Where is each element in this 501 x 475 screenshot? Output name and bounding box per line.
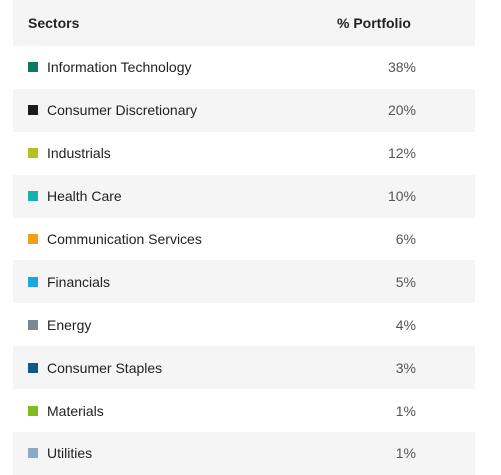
sector-swatch — [28, 191, 38, 202]
sector-row: Materials 1% — [13, 389, 475, 432]
sector-row: Utilities 1% — [13, 432, 475, 475]
sector-swatch — [28, 62, 38, 73]
sector-swatch — [28, 448, 38, 459]
sector-swatch — [28, 105, 38, 116]
sector-name: Health Care — [47, 188, 122, 205]
sector-swatch — [28, 319, 38, 330]
sector-row: Information Technology 38% — [13, 46, 475, 89]
sector-name: Industrials — [47, 145, 111, 162]
sector-table: Sectors % Portfolio Information Technolo… — [13, 0, 475, 475]
sector-row: Health Care 10% — [13, 174, 475, 218]
sector-percent: 5% — [395, 273, 416, 290]
sector-swatch — [28, 362, 38, 373]
sector-percent: 1% — [395, 445, 416, 462]
sector-percent: 1% — [395, 402, 416, 419]
sector-swatch — [28, 276, 38, 287]
sector-percent: 3% — [395, 359, 416, 376]
sector-percent: 10% — [387, 188, 416, 205]
sector-name: Information Technology — [47, 59, 192, 76]
sector-name: Utilities — [47, 445, 93, 462]
sector-row: Energy 4% — [13, 303, 475, 346]
sector-name: Materials — [47, 402, 104, 419]
sector-row: Communication Services 6% — [13, 218, 475, 261]
sector-row: Industrials 12% — [13, 132, 475, 175]
sector-name: Communication Services — [47, 231, 202, 247]
header-sectors: Sectors — [28, 15, 80, 31]
sector-row: Financials 5% — [13, 260, 475, 304]
sector-name: Energy — [47, 316, 92, 333]
sector-row: Consumer Discretionary 20% — [13, 88, 475, 132]
sector-name: Consumer Staples — [47, 359, 163, 376]
sector-name: Financials — [47, 273, 111, 290]
sector-percent: 4% — [395, 316, 416, 333]
sector-percent: 12% — [387, 145, 416, 162]
sector-percent: 38% — [387, 59, 416, 76]
sector-percent: 20% — [387, 102, 416, 119]
sector-swatch — [28, 148, 38, 159]
sector-percent: 6% — [395, 231, 416, 247]
sector-swatch — [28, 405, 38, 416]
sector-swatch — [28, 234, 38, 244]
sector-name: Consumer Discretionary — [47, 102, 198, 119]
header-portfolio: % Portfolio — [337, 15, 411, 31]
sector-row: Consumer Staples 3% — [13, 346, 475, 390]
header-row: Sectors % Portfolio — [13, 0, 475, 46]
